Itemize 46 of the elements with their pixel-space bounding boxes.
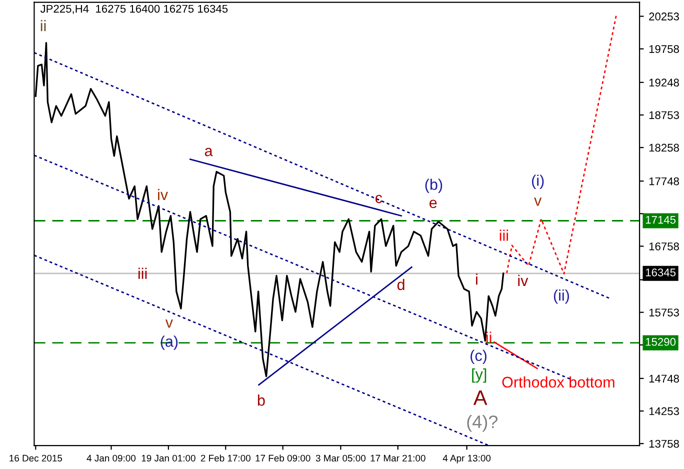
annotation: ii xyxy=(486,332,492,343)
y-tick-label: 14253 xyxy=(649,407,679,416)
x-tick-label: 2 Feb 17:00 xyxy=(200,454,250,462)
annotation: d xyxy=(397,278,404,290)
line-series xyxy=(506,15,617,274)
annotation: b xyxy=(258,394,265,406)
annotation: iii xyxy=(500,230,508,241)
y-tick-label: 20253 xyxy=(649,12,679,20)
y-tick-label: 18258 xyxy=(649,144,679,152)
annotation: v xyxy=(165,320,173,328)
x-tick-label: 16 Dec 2015 xyxy=(10,454,62,462)
annotation: (c) xyxy=(470,350,486,364)
annotation: (4)? xyxy=(467,414,498,432)
y-tick-label: 15753 xyxy=(649,308,679,316)
y-tick-label: 19758 xyxy=(649,45,679,53)
chart-title: JP225,H4 16275 16400 16275 16345 xyxy=(40,4,228,14)
annotation: A xyxy=(473,390,488,405)
annotation: [y] xyxy=(472,368,486,383)
annotation: i xyxy=(476,274,478,285)
y-tick-label: 17748 xyxy=(649,177,679,186)
y-tick-label: 14748 xyxy=(649,374,679,383)
x-tick-label: 4 Apr 13:00 xyxy=(442,454,491,464)
annotation: ii xyxy=(40,20,46,32)
y-tick-label: 19248 xyxy=(649,78,679,87)
annotation: iv xyxy=(158,188,168,200)
annotation: (i) xyxy=(532,174,544,189)
y-tick-label: 16758 xyxy=(649,242,679,250)
x-tick-label: 17 Feb 09:00 xyxy=(256,454,310,462)
x-tick-label: 4 Jan 09:00 xyxy=(86,454,136,462)
x-tick-label: 17 Mar 21:00 xyxy=(370,454,426,462)
annotation: iii xyxy=(138,268,147,279)
y-tick-label: 13758 xyxy=(649,440,679,448)
annotation: c xyxy=(375,194,382,204)
annotation: (b) xyxy=(425,178,442,193)
annotation: e xyxy=(430,200,437,208)
annotation: a xyxy=(204,148,213,156)
y-tick-label: 18753 xyxy=(649,111,679,120)
x-tick-label: 3 Mar 05:00 xyxy=(316,454,366,462)
annotation: Orthodox bottom xyxy=(502,376,614,388)
ref-line-label: 16345 xyxy=(646,268,676,276)
x-tick-label: 19 Jan 01:00 xyxy=(142,454,196,462)
annotation: (ii) xyxy=(554,290,569,304)
ref-line-label: 17145 xyxy=(646,216,676,224)
annotation: iv xyxy=(518,274,528,286)
ref-line-label: 15290 xyxy=(646,338,676,346)
annotation: v xyxy=(534,198,542,206)
